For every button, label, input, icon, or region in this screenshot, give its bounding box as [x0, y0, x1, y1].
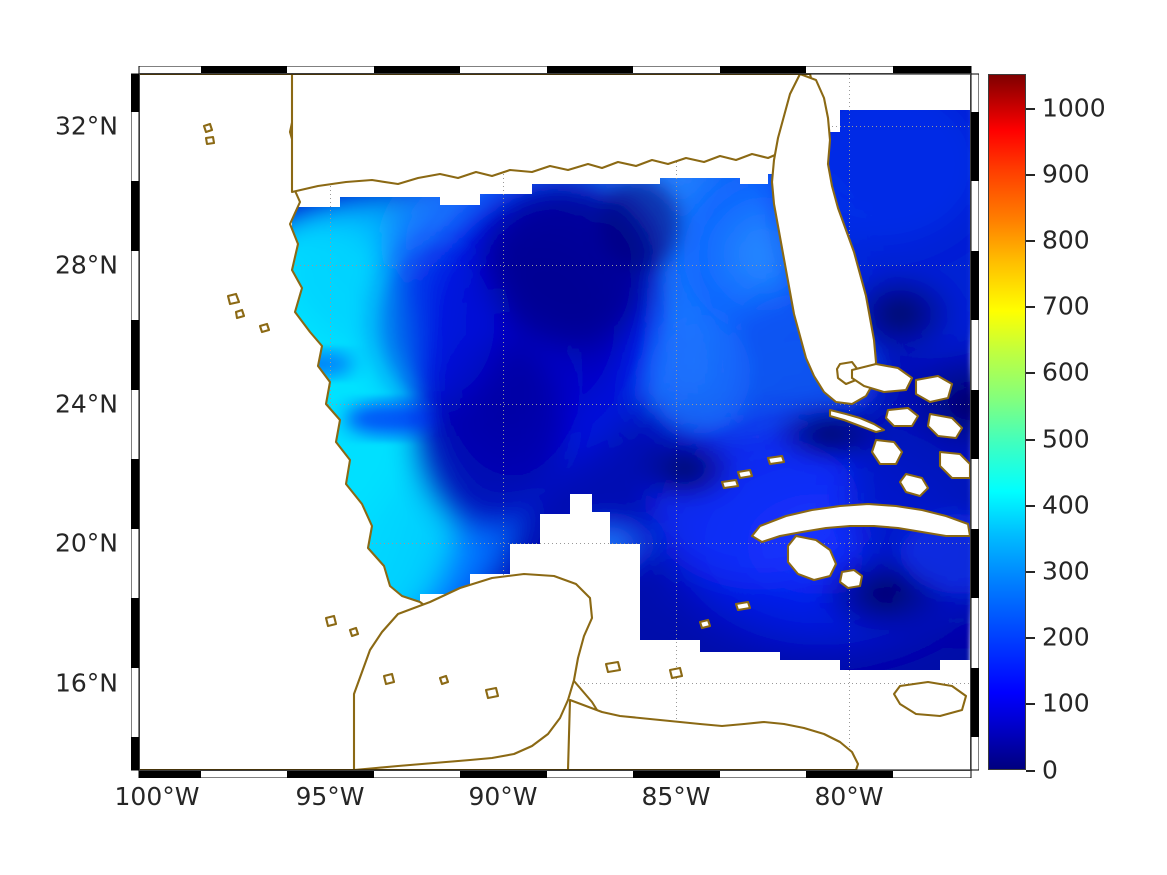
ytick-label-28n: 28°N — [54, 250, 118, 280]
small-islands — [202, 122, 786, 700]
colorbar-label-600: 600 — [1042, 357, 1090, 387]
coast-bahamas — [850, 362, 970, 498]
colorbar-tick-200 — [1026, 637, 1035, 639]
ytick-label-20n: 20°N — [54, 528, 118, 558]
frame-bottom — [138, 769, 972, 778]
frame-top — [138, 66, 972, 75]
gridline-lat-20n — [140, 543, 970, 544]
colorbar-label-500: 500 — [1042, 424, 1090, 454]
xtick-label-80w: 80°W — [814, 782, 884, 811]
colorbar-tick-100 — [1026, 703, 1035, 705]
frame-left — [131, 73, 140, 771]
gridline-lon-90w — [503, 74, 504, 770]
colorbar-label-800: 800 — [1042, 225, 1090, 255]
colorbar-tick-400 — [1026, 505, 1035, 507]
coast-jamaica — [892, 680, 968, 718]
gridline-lon-85w — [676, 74, 677, 770]
coast-yucatan — [352, 572, 594, 770]
xtick-label-90w: 90°W — [468, 782, 538, 811]
colorbar-label-100: 100 — [1042, 688, 1090, 718]
colorbar-tick-1000 — [1026, 108, 1035, 110]
colorbar-gradient — [988, 74, 1026, 770]
colorbar-tick-800 — [1026, 240, 1035, 242]
ytick-label-24n: 24°N — [54, 389, 118, 419]
ytick-label-32n: 32°N — [54, 111, 118, 141]
colorbar-label-900: 900 — [1042, 159, 1090, 189]
coast-central-america — [566, 698, 860, 770]
colorbar-tick-0 — [1026, 770, 1035, 772]
colorbar-tick-600 — [1026, 372, 1035, 374]
colorbar-label-700: 700 — [1042, 291, 1090, 321]
colorbar-tick-500 — [1026, 439, 1035, 441]
xtick-label-85w: 85°W — [641, 782, 711, 811]
colorbar-label-1000: 1000 — [1042, 93, 1106, 123]
coast-cuba — [750, 502, 970, 544]
map-plot-area[interactable] — [140, 74, 970, 770]
ytick-label-16n: 16°N — [54, 668, 118, 698]
colorbar[interactable]: 0 100 200 300 400 500 600 700 800 900 10… — [988, 74, 1106, 785]
gridline-lat-24n — [140, 404, 970, 405]
colorbar-label-400: 400 — [1042, 490, 1090, 520]
colorbar-label-200: 200 — [1042, 622, 1090, 652]
map-neatline-frame — [131, 66, 979, 778]
frame-right — [970, 73, 979, 771]
xtick-label-95w: 95°W — [295, 782, 365, 811]
gridline-lat-28n — [140, 265, 970, 266]
isla-de-la-juventud — [838, 568, 864, 590]
colorbar-tick-300 — [1026, 571, 1035, 573]
colorbar-label-300: 300 — [1042, 556, 1090, 586]
xtick-label-100w: 100°W — [114, 782, 200, 811]
colorbar-tick-900 — [1026, 174, 1035, 176]
coast-florida — [770, 74, 878, 406]
coast-cuba-south-lobe — [786, 534, 838, 582]
coast-florida-keys — [828, 408, 886, 434]
colorbar-tick-700 — [1026, 306, 1035, 308]
coastline-layer — [140, 74, 970, 770]
colorbar-label-0: 0 — [1042, 755, 1058, 785]
